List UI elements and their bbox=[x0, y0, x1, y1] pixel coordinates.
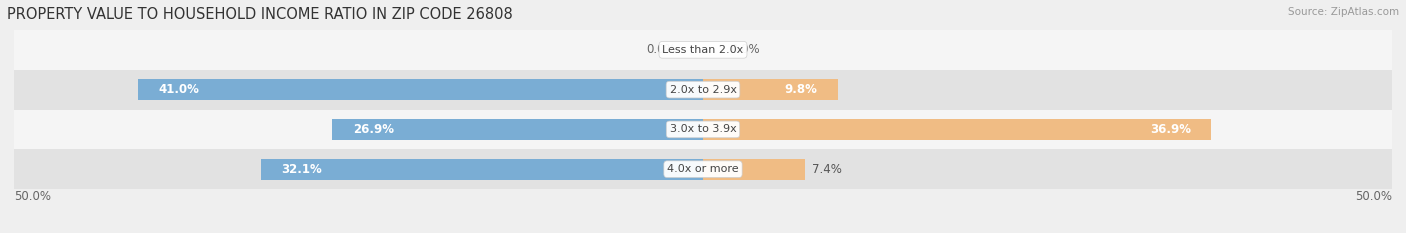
Bar bbox=[14, 110, 1392, 149]
Text: PROPERTY VALUE TO HOUSEHOLD INCOME RATIO IN ZIP CODE 26808: PROPERTY VALUE TO HOUSEHOLD INCOME RATIO… bbox=[7, 7, 513, 22]
Bar bbox=[703, 119, 1212, 140]
Text: 7.4%: 7.4% bbox=[811, 163, 842, 176]
Bar bbox=[14, 70, 1392, 110]
Bar bbox=[260, 159, 703, 179]
Bar bbox=[703, 159, 806, 179]
Bar bbox=[703, 79, 838, 100]
Bar bbox=[14, 30, 1392, 70]
Text: 32.1%: 32.1% bbox=[281, 163, 322, 176]
Text: 2.0x to 2.9x: 2.0x to 2.9x bbox=[669, 85, 737, 95]
Text: 9.8%: 9.8% bbox=[785, 83, 817, 96]
Bar bbox=[14, 149, 1392, 189]
Text: 4.0x or more: 4.0x or more bbox=[668, 164, 738, 174]
Text: Source: ZipAtlas.com: Source: ZipAtlas.com bbox=[1288, 7, 1399, 17]
Text: 3.0x to 3.9x: 3.0x to 3.9x bbox=[669, 124, 737, 134]
Text: 26.9%: 26.9% bbox=[353, 123, 394, 136]
Text: 0.0%: 0.0% bbox=[645, 43, 675, 56]
Text: 41.0%: 41.0% bbox=[159, 83, 200, 96]
Text: 36.9%: 36.9% bbox=[1150, 123, 1191, 136]
Text: 0.0%: 0.0% bbox=[731, 43, 761, 56]
Bar bbox=[138, 79, 703, 100]
Bar bbox=[332, 119, 703, 140]
Text: 50.0%: 50.0% bbox=[14, 190, 51, 203]
Text: Less than 2.0x: Less than 2.0x bbox=[662, 45, 744, 55]
Text: 50.0%: 50.0% bbox=[1355, 190, 1392, 203]
